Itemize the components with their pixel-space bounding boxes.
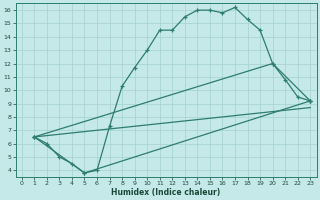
X-axis label: Humidex (Indice chaleur): Humidex (Indice chaleur) bbox=[111, 188, 221, 197]
